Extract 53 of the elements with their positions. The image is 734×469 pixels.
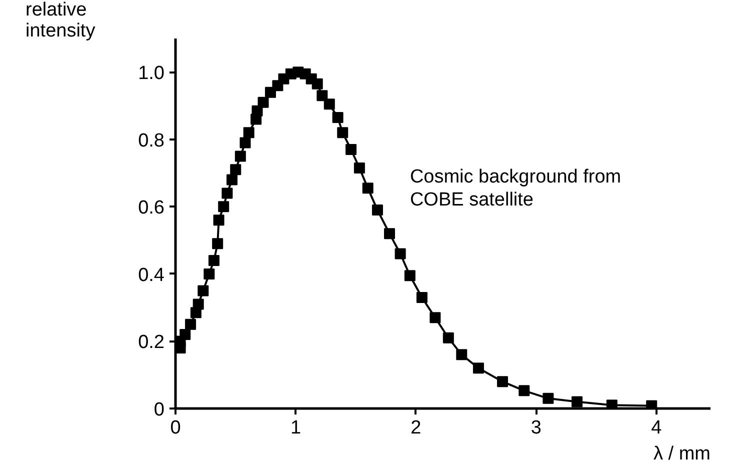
point bbox=[180, 329, 191, 340]
point bbox=[362, 182, 374, 194]
point bbox=[394, 248, 406, 260]
y-tick-label: 0.6 bbox=[138, 198, 165, 219]
point bbox=[312, 78, 323, 90]
point bbox=[192, 298, 204, 310]
point bbox=[416, 292, 428, 303]
x-tick-label: 3 bbox=[530, 418, 542, 438]
y-tick-label: 1.0 bbox=[138, 63, 165, 84]
point bbox=[243, 127, 254, 138]
y-tick-label: 0.2 bbox=[138, 332, 165, 354]
point bbox=[226, 174, 238, 186]
annotation: Cosmic background from COBE satellite bbox=[410, 166, 622, 210]
point bbox=[337, 127, 348, 138]
point bbox=[198, 285, 209, 296]
point bbox=[230, 164, 242, 176]
y-axis-title: relative intensity bbox=[26, 0, 96, 42]
point bbox=[346, 144, 357, 155]
point bbox=[456, 349, 468, 360]
point bbox=[185, 318, 196, 330]
point bbox=[213, 214, 224, 226]
point bbox=[404, 270, 416, 282]
x-tick-label: 0 bbox=[170, 418, 181, 438]
point bbox=[212, 238, 224, 250]
point bbox=[372, 204, 383, 216]
point bbox=[384, 228, 395, 240]
point bbox=[497, 376, 508, 388]
point bbox=[234, 150, 246, 162]
x-tick-label: 1 bbox=[290, 418, 302, 438]
point bbox=[222, 188, 233, 199]
point bbox=[572, 396, 583, 408]
point bbox=[332, 112, 344, 124]
point bbox=[354, 162, 365, 174]
x-axis-title: λ / mm bbox=[654, 444, 711, 464]
point bbox=[258, 96, 269, 108]
point bbox=[472, 362, 484, 374]
point bbox=[316, 90, 328, 102]
point bbox=[442, 332, 454, 344]
point bbox=[542, 392, 554, 404]
point bbox=[606, 400, 618, 408]
x-tick-label: 4 bbox=[651, 418, 662, 438]
point bbox=[518, 385, 530, 396]
point bbox=[430, 312, 441, 324]
point bbox=[324, 98, 335, 110]
point bbox=[252, 105, 263, 116]
y-tick-label: 0.4 bbox=[138, 264, 165, 286]
y-tick-label: 0.8 bbox=[138, 130, 165, 152]
point bbox=[204, 268, 215, 280]
point bbox=[240, 137, 251, 148]
point bbox=[208, 255, 220, 266]
y-tick-label: 0 bbox=[154, 400, 165, 420]
x-tick-label: 2 bbox=[410, 418, 422, 438]
point bbox=[218, 201, 230, 212]
